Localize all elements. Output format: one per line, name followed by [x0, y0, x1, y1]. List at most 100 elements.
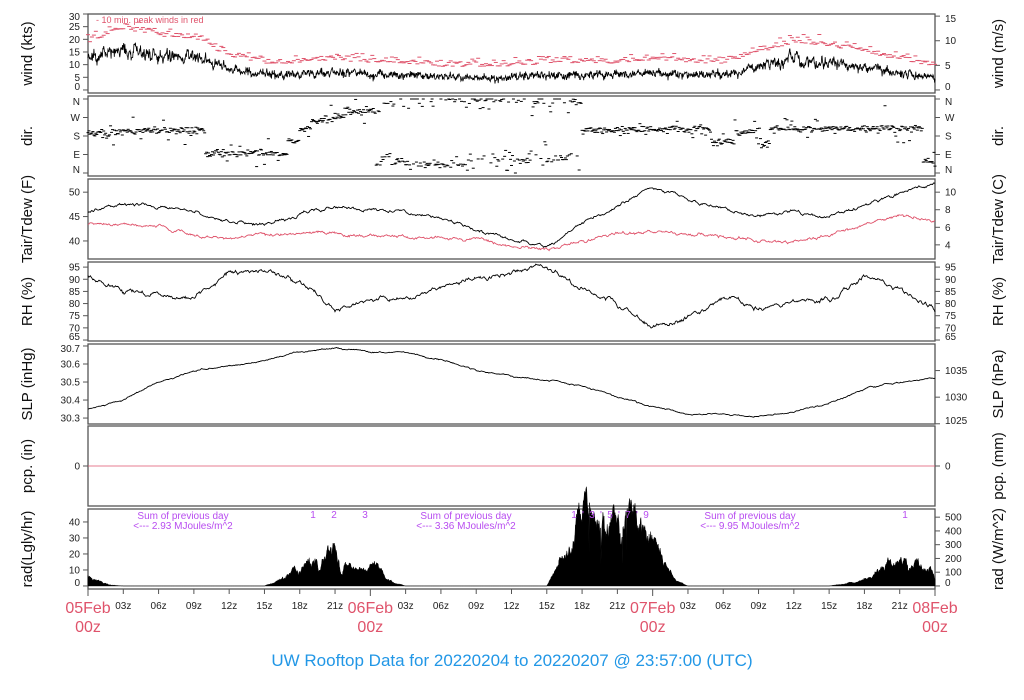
- time-tick-label: 18z: [292, 601, 308, 612]
- rad-tick-label-right: 300: [945, 540, 962, 551]
- rh-tick-label-right: 70: [945, 323, 957, 334]
- wind-tick-label-right: 15: [945, 14, 957, 25]
- rad-tick-label-left: 30: [69, 533, 81, 544]
- dir-tick-label-right: N: [945, 97, 952, 108]
- dir-tick-label-right: E: [945, 150, 952, 161]
- rh-rh-line: [87, 263, 936, 329]
- time-tick-label: 09z: [186, 601, 202, 612]
- slp-slp-line: [87, 347, 936, 418]
- rh-panel-frame: [87, 261, 936, 342]
- rh-tick-label-right: 65: [945, 332, 957, 343]
- pcp-tick-label-left: 0: [74, 462, 80, 473]
- rad-ylabel-right: rad (W/m^2): [990, 508, 1007, 590]
- slp-tick-label-right: 1025: [945, 416, 968, 427]
- slp-tick-label-left: 30.3: [61, 414, 81, 425]
- time-tick-label: 12z: [221, 601, 237, 612]
- rad-tick-label-right: 500: [945, 513, 962, 524]
- temp-tick-label-left: 50: [69, 188, 81, 199]
- rad-tick-label-right: 400: [945, 526, 962, 537]
- pcp-tick-label-right: 0: [945, 462, 951, 473]
- dir-tick-label-left: S: [73, 132, 80, 143]
- wind-tick-label-left: 15: [69, 47, 81, 58]
- time-tick-label: 06z: [433, 601, 449, 612]
- wind-tick-label-left: 20: [69, 35, 81, 46]
- rad-marker-label: 3: [589, 510, 595, 521]
- slp-ylabel-left: SLP (inHg): [19, 347, 36, 420]
- rh-tick-label-right: 75: [945, 311, 957, 322]
- wind-annotation: - 10 min. peak winds in red: [96, 15, 204, 25]
- temp-tick-label-right: 4: [945, 240, 951, 251]
- time-tick-label: 03z: [115, 601, 131, 612]
- rad-daily-sum-value: <--- 2.93 MJoules/m^2: [133, 521, 233, 532]
- wind-ylabel-left: wind (kts): [19, 21, 36, 86]
- time-tick-label: 12z: [786, 601, 802, 612]
- wind-tick-label-right: 5: [945, 61, 951, 72]
- dir-tick-label-right: W: [945, 113, 955, 124]
- dir-tick-label-left: E: [73, 150, 80, 161]
- rad-daily-sum-label: Sum of previous day: [420, 511, 511, 522]
- rad-tick-label-right: 100: [945, 568, 962, 579]
- rh-tick-label-left: 80: [69, 299, 81, 310]
- wind-tick-label-left: 0: [74, 82, 80, 93]
- dir-series: [86, 98, 937, 174]
- rh-tick-label-left: 90: [69, 275, 81, 286]
- date-label: 06Feb: [348, 600, 393, 617]
- rh-tick-label-left: 65: [69, 332, 81, 343]
- time-tick-label: 06z: [151, 601, 167, 612]
- slp-tick-label-left: 30.6: [61, 360, 81, 371]
- time-tick-label: 18z: [574, 601, 590, 612]
- temp-tick-label-right: 6: [945, 223, 951, 234]
- rad-daily-sum-label: Sum of previous day: [704, 511, 795, 522]
- rh-tick-label-left: 95: [69, 263, 81, 274]
- temp-panel-frame: [87, 178, 936, 260]
- dir-ylabel-left: dir.: [19, 126, 36, 146]
- rad-marker-label: 1: [571, 510, 577, 521]
- rh-tick-label-right: 85: [945, 287, 957, 298]
- rh-tick-label-right: 95: [945, 263, 957, 274]
- rad-area: [87, 486, 936, 587]
- wind-tick-label-left: 10: [69, 60, 81, 71]
- time-tick-label: 09z: [750, 601, 766, 612]
- wind-tick-label-left: 5: [74, 73, 80, 84]
- rad-tick-label-right: 0: [945, 578, 951, 589]
- wind-tick-label-right: 0: [945, 82, 951, 93]
- slp-ylabel-right: SLP (hPa): [990, 350, 1007, 419]
- rad-tick-label-right: 200: [945, 554, 962, 565]
- time-tick-label: 18z: [856, 601, 872, 612]
- pcp-ylabel-right: pcp. (mm): [990, 432, 1007, 500]
- rad-marker-label: 1: [310, 510, 316, 521]
- rh-tick-label-left: 75: [69, 311, 81, 322]
- date-label: 08Feb: [912, 600, 957, 617]
- slp-tick-label-left: 30.5: [61, 378, 81, 389]
- rad-tick-label-left: 10: [69, 565, 81, 576]
- temp-ylabel-left: Tair/Tdew (F): [19, 175, 36, 263]
- temp-tick-label-right: 10: [945, 188, 957, 199]
- rad-marker-label: 3: [362, 510, 368, 521]
- dir-panel-frame: [87, 95, 936, 177]
- date-label: 05Feb: [65, 600, 110, 617]
- rad-marker-label: ': [636, 510, 638, 521]
- wind-tick-label-left: 25: [69, 22, 81, 33]
- wind-peak-series: [86, 21, 937, 67]
- temp-tdew-line: [87, 214, 936, 252]
- rad-marker-label: 2: [331, 510, 337, 521]
- temp-ylabel-right: Tair/Tdew (C): [990, 174, 1007, 264]
- rh-tick-label-left: 85: [69, 287, 81, 298]
- rad-daily-sum-value: <--- 3.36 MJoules/m^2: [416, 521, 516, 532]
- wind-series: [87, 42, 936, 84]
- wind-panel-frame: [87, 13, 936, 94]
- date-hour-label: 00z: [922, 619, 948, 636]
- rh-ylabel-right: RH (%): [990, 277, 1007, 326]
- rad-marker-label: ': [600, 510, 602, 521]
- rad-marker-label: 9: [643, 510, 649, 521]
- rad-daily-sum-label: Sum of previous day: [137, 511, 228, 522]
- date-hour-label: 00z: [357, 619, 383, 636]
- slp-tick-label-left: 30.7: [61, 344, 81, 355]
- rad-tick-label-left: 20: [69, 549, 81, 560]
- rh-tick-label-right: 80: [945, 299, 957, 310]
- date-hour-label: 00z: [640, 619, 666, 636]
- rad-marker-label: 1: [902, 510, 908, 521]
- rad-marker-label: ': [582, 510, 584, 521]
- temp-tick-label-right: 8: [945, 205, 951, 216]
